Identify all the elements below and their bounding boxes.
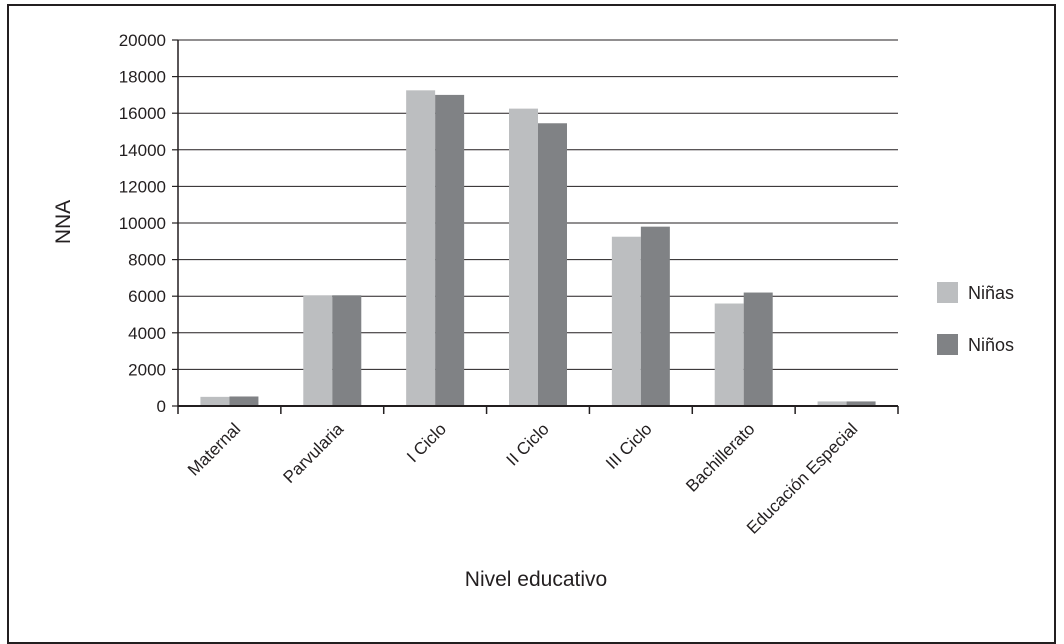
y-tick-label: 16000 [119,104,166,123]
bar [200,396,230,406]
y-tick-label: 0 [157,397,166,416]
y-axis-title: NNA [52,200,75,244]
bar [640,226,670,406]
y-tick-label: 2000 [128,360,166,379]
legend: Niñas Niños [937,282,1014,355]
x-tick-labels: Maternal Parvularia I Ciclo II Ciclo III Cic… [184,419,861,538]
x-tick-label: Bachillerato [682,419,758,495]
x-tick-label: II Ciclo [503,419,553,469]
x-tick-label: I Ciclo [403,419,450,466]
legend-label: Niñas [968,283,1014,303]
x-tick-label: Educación Especial [743,419,861,537]
bar [743,292,773,406]
x-axis-title: Nivel educativo [465,568,607,591]
y-tick-label: 6000 [128,287,166,306]
y-tick-label: 14000 [119,141,166,160]
x-tick-label: Parvularia [280,419,348,487]
bar [817,401,847,406]
y-tick-label: 20000 [119,31,166,50]
legend-label: Niños [968,335,1014,355]
bar [435,94,465,407]
bar [229,396,259,406]
axes [177,40,899,414]
y-tick-label: 8000 [128,251,166,270]
x-tick-label: Maternal [184,419,244,479]
y-tick-label: 10000 [119,214,166,233]
bars [200,90,876,407]
bar [538,123,567,406]
bar [846,401,876,406]
bar [303,295,333,406]
bar [714,303,744,406]
y-tick-label: 18000 [119,68,166,87]
bar [509,108,538,406]
y-tick-label: 12000 [119,177,166,196]
y-tick-labels: 0 2000 4000 6000 8000 10000 12000 14000 16000 180… [119,31,166,416]
bar [406,90,436,406]
legend-swatch [937,334,958,355]
bar [611,236,641,406]
bar-chart: 0 2000 4000 6000 8000 10000 12000 14000 16000 180… [52,31,1014,591]
bar [332,295,362,406]
x-tick-label: III Ciclo [602,419,656,473]
legend-swatch [937,282,958,303]
y-tick-label: 4000 [128,324,166,343]
